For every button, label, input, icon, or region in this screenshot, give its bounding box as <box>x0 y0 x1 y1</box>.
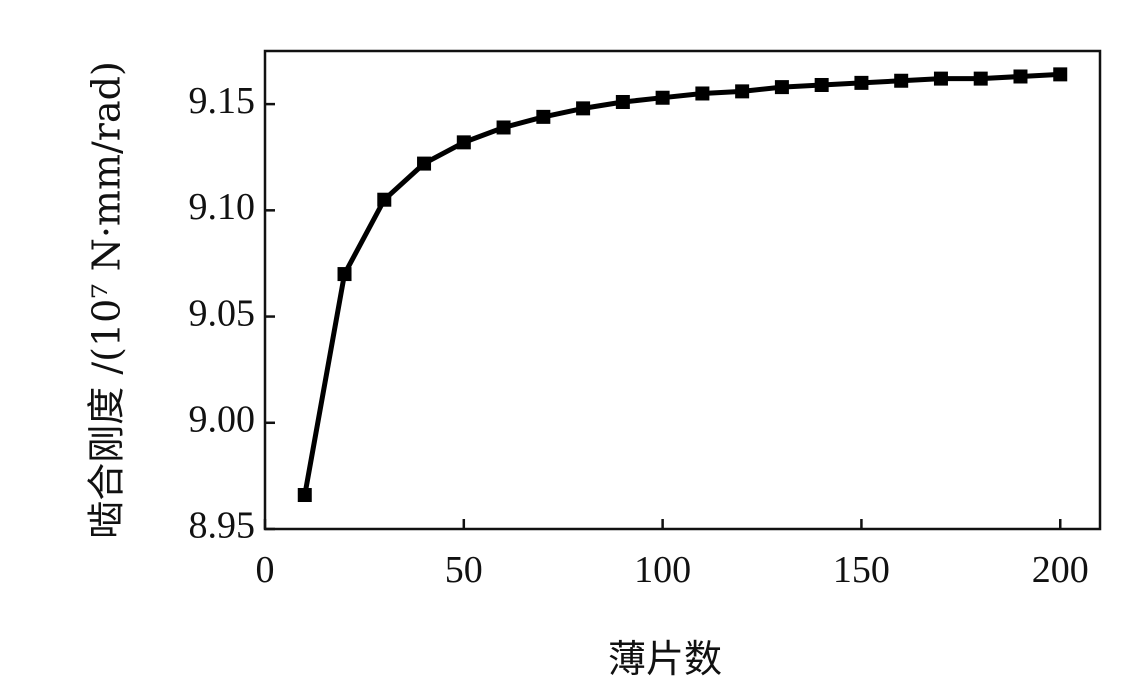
data-point-marker <box>655 90 670 105</box>
data-point-marker <box>456 135 471 150</box>
x-tick-label: 0 <box>256 549 275 591</box>
data-point-marker <box>1053 67 1068 82</box>
data-point-marker <box>1013 69 1028 84</box>
x-tick-label: 200 <box>1032 549 1089 591</box>
data-point-marker <box>735 84 750 99</box>
y-tick-label: 9.00 <box>189 398 256 440</box>
series-markers <box>297 67 1068 503</box>
data-point-marker <box>854 75 869 90</box>
data-point-marker <box>337 267 352 282</box>
y-tick-label: 9.10 <box>189 186 256 228</box>
y-axis-title: 啮合刚度 /(10⁷ N·mm/rad) <box>85 61 129 539</box>
data-point-marker <box>417 156 432 171</box>
x-tick-label: 150 <box>833 549 890 591</box>
x-tick-label: 50 <box>445 549 483 591</box>
y-tick-label: 9.15 <box>189 80 256 122</box>
data-point-marker <box>377 192 392 207</box>
data-point-marker <box>297 488 312 503</box>
plot-frame <box>263 49 1102 531</box>
data-point-marker <box>814 77 829 92</box>
data-point-marker <box>894 73 909 88</box>
x-tick-label: 100 <box>634 549 691 591</box>
data-point-marker <box>576 101 591 116</box>
series-line <box>302 71 1061 496</box>
data-point-marker <box>615 94 630 109</box>
x-axis: 0 50 100 150 200 <box>256 519 1089 591</box>
y-axis: 8.95 9.00 9.05 9.10 9.15 <box>189 80 275 547</box>
data-point-marker <box>774 80 789 95</box>
data-point-marker <box>536 109 551 124</box>
data-point-marker <box>496 120 511 135</box>
y-tick-label: 8.95 <box>189 505 256 547</box>
data-point-marker <box>695 86 710 101</box>
data-point-marker <box>973 71 988 86</box>
y-tick-label: 9.05 <box>189 292 256 334</box>
data-point-marker <box>933 71 948 86</box>
x-axis-title: 薄片数 <box>608 637 722 681</box>
